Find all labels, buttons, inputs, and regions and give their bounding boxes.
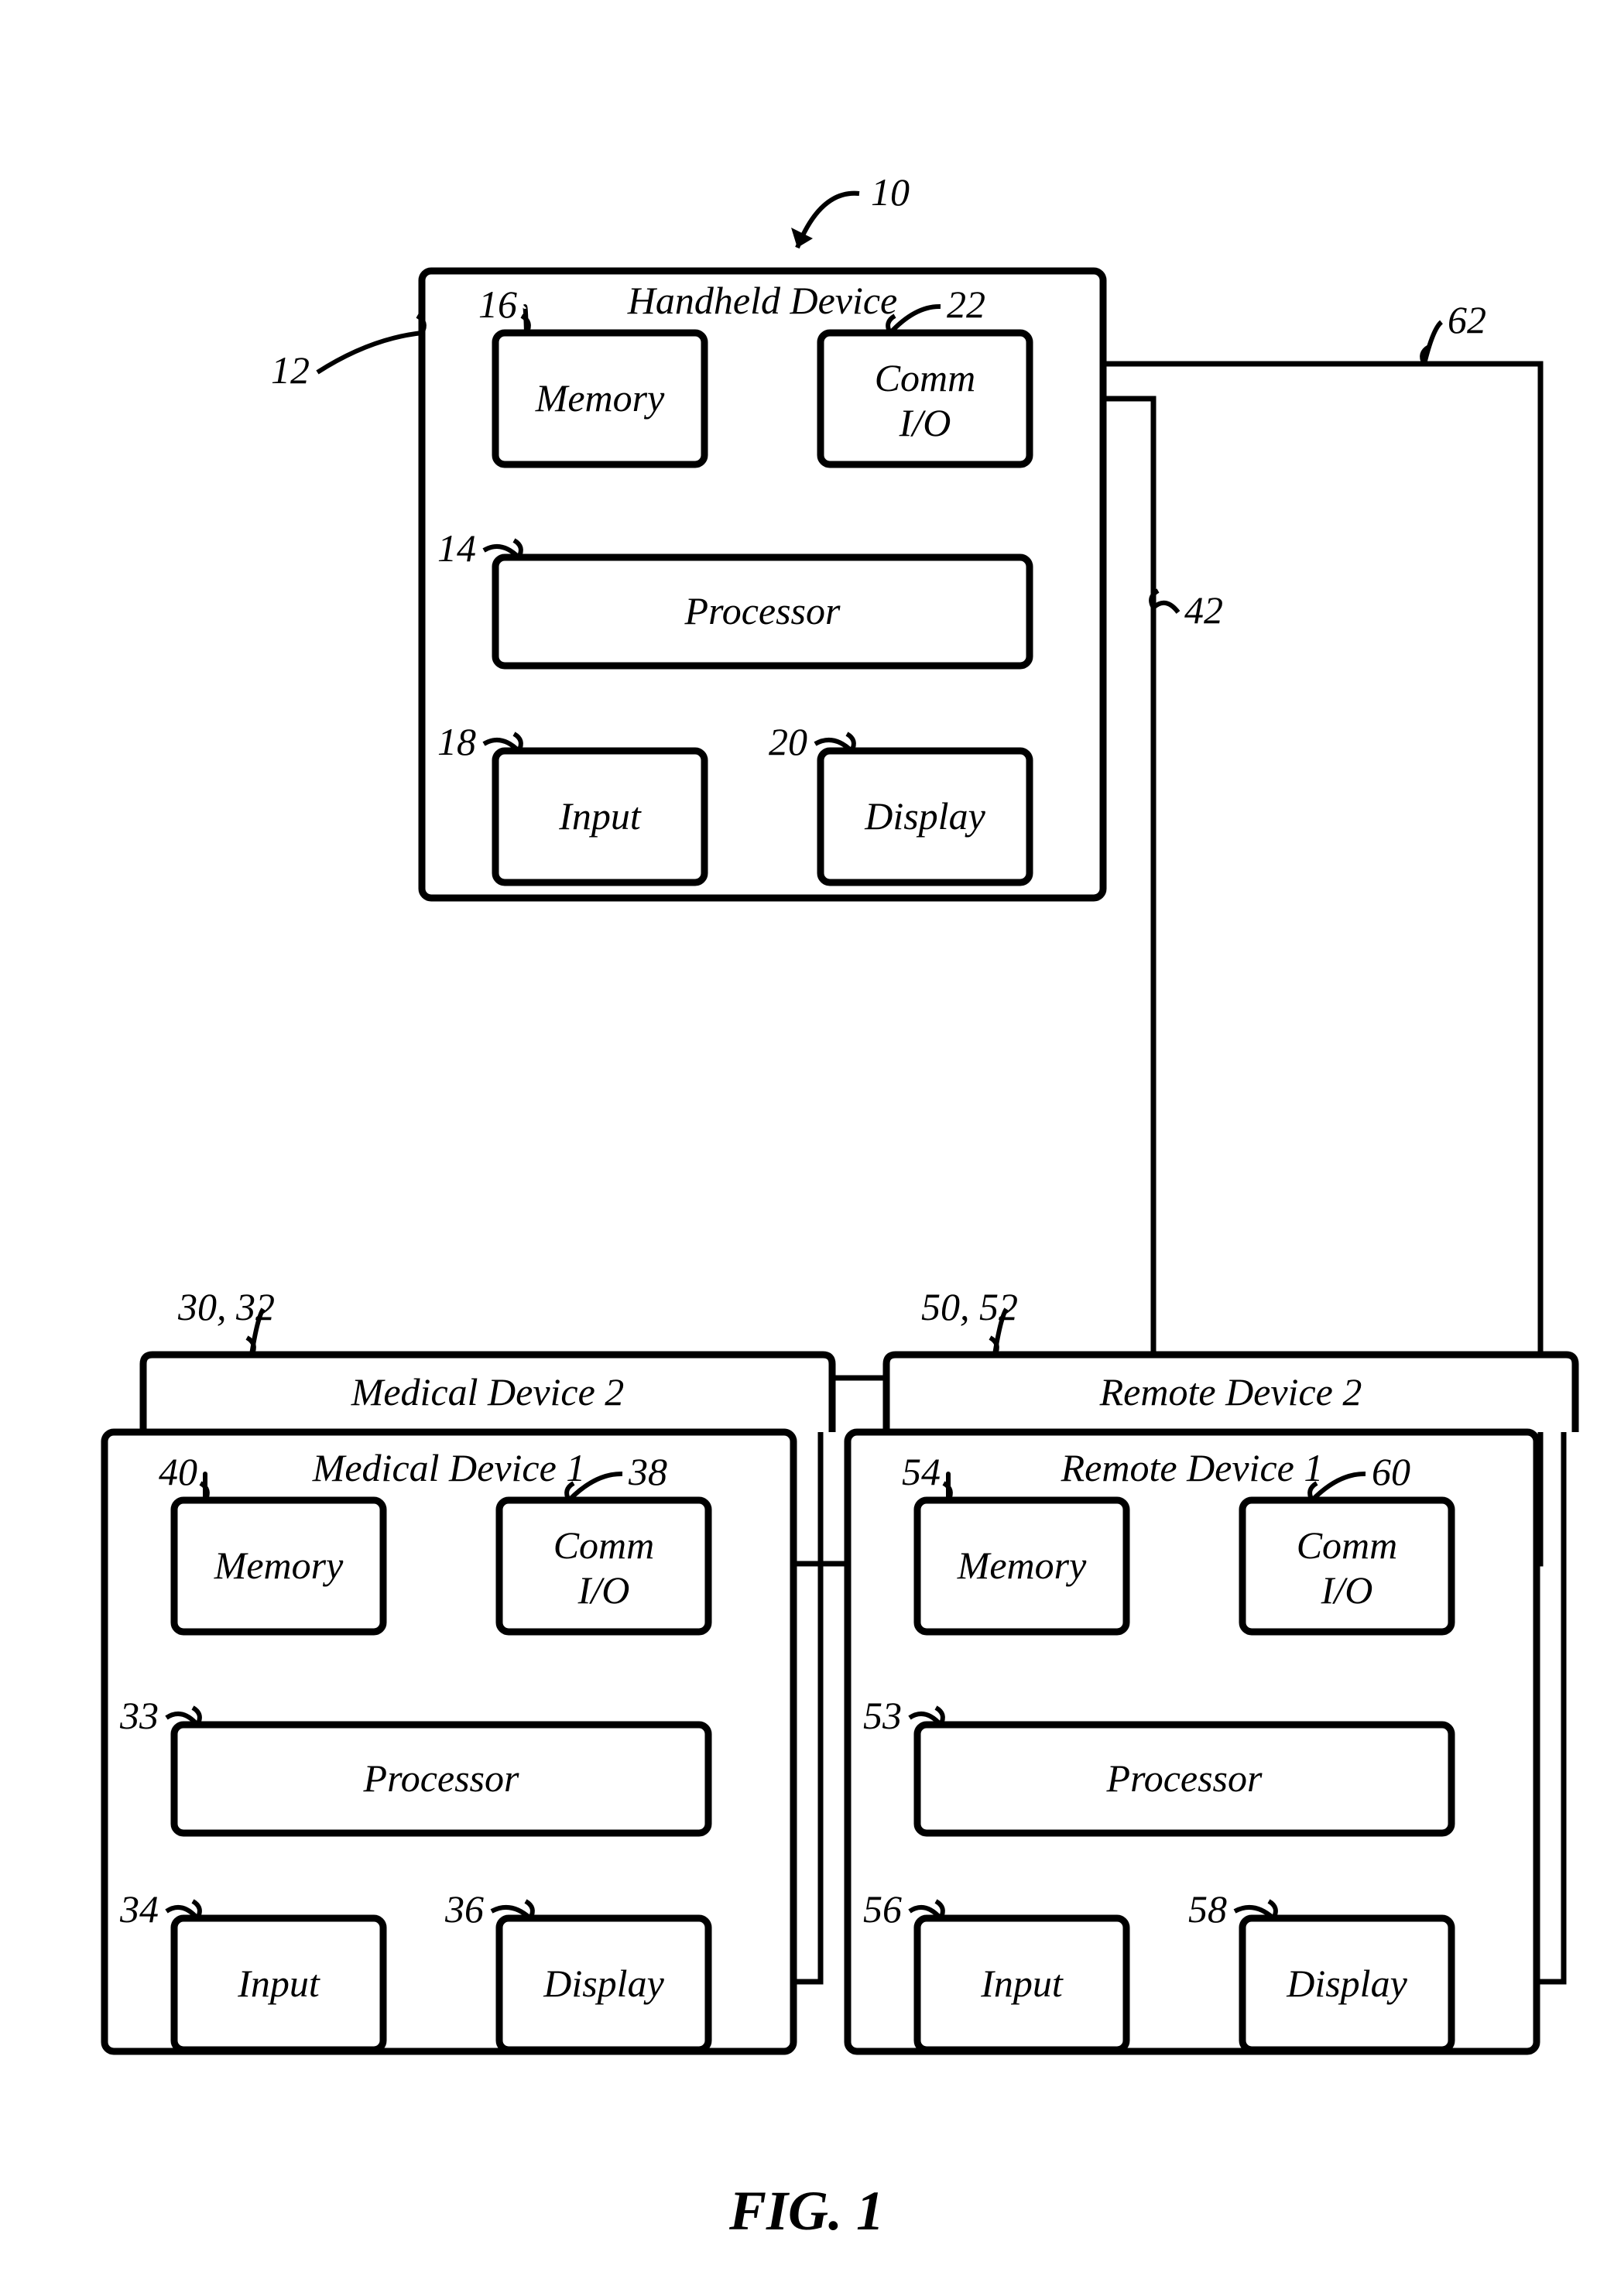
ref-number: 54 <box>902 1450 941 1493</box>
ref-number: 16 <box>478 283 517 326</box>
remote-input: Input <box>980 1962 1064 2005</box>
handheld-memory: Memory <box>535 376 665 420</box>
remote-display: Display <box>1286 1962 1407 2005</box>
ref-number: 62 <box>1448 298 1486 341</box>
medical-comm: I/O <box>577 1568 630 1612</box>
remote1-title: Remote Device 1 <box>1061 1446 1324 1489</box>
ref-number: 56 <box>863 1887 902 1931</box>
ref-number: 53 <box>863 1694 902 1737</box>
handheld-processor: Processor <box>684 589 841 632</box>
ref-number: 22 <box>947 283 985 326</box>
handheld-comm: I/O <box>899 401 951 444</box>
ref-number: 33 <box>119 1694 159 1737</box>
ref-number: 14 <box>437 526 476 570</box>
ref-number: 36 <box>444 1887 484 1931</box>
figure-label: FIG. 1 <box>728 2180 884 2242</box>
remote-comm: I/O <box>1321 1568 1373 1612</box>
ref-number: 38 <box>628 1450 667 1493</box>
medical1-title: Medical Device 1 <box>312 1446 586 1489</box>
handheld-input: Input <box>558 794 642 838</box>
ref-number: 12 <box>271 348 310 392</box>
remote-memory: Memory <box>957 1544 1087 1587</box>
handheld-title: Handheld Device <box>627 279 897 322</box>
ref-number: 18 <box>437 720 476 763</box>
handheld-comm: Comm <box>875 356 976 399</box>
ref-number: 34 <box>119 1887 159 1931</box>
ref-number: 20 <box>769 720 807 763</box>
medical-display: Display <box>543 1962 664 2005</box>
ref-number: 40 <box>159 1450 197 1493</box>
ref-number: 58 <box>1188 1887 1227 1931</box>
remote2-title: Remote Device 2 <box>1099 1370 1362 1414</box>
ref-number: 10 <box>871 170 910 214</box>
ref-number: 42 <box>1184 588 1223 632</box>
medical-processor: Processor <box>363 1756 519 1800</box>
medical-memory: Memory <box>214 1544 344 1587</box>
remote-comm: Comm <box>1297 1523 1398 1567</box>
medical2-title: Medical Device 2 <box>351 1370 625 1414</box>
remote-processor: Processor <box>1106 1756 1263 1800</box>
medical-comm: Comm <box>553 1523 655 1567</box>
medical-input: Input <box>237 1962 320 2005</box>
ref-number: 60 <box>1372 1450 1410 1493</box>
handheld-display: Display <box>864 794 985 838</box>
